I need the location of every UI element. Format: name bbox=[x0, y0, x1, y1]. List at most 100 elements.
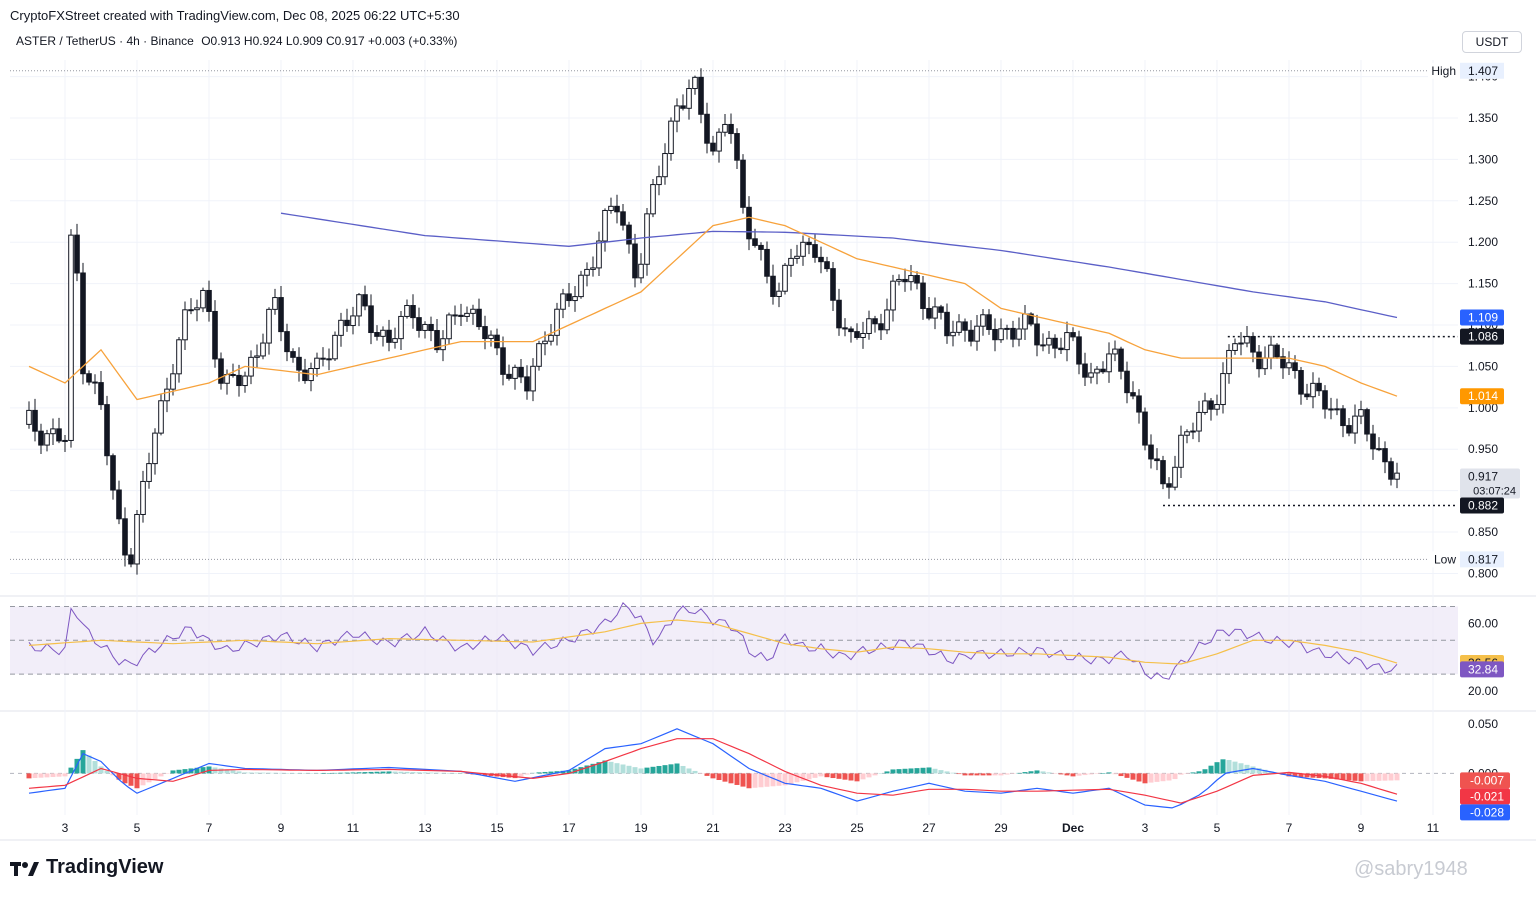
x-tick-label: 13 bbox=[418, 821, 432, 835]
candle-body bbox=[962, 321, 968, 331]
candle-body bbox=[1244, 336, 1250, 344]
macd-histogram-bar bbox=[1184, 773, 1190, 774]
candle-body bbox=[1142, 411, 1148, 446]
macd-histogram-bar bbox=[1124, 773, 1130, 778]
macd-histogram-bar bbox=[1028, 771, 1034, 774]
candle-body bbox=[356, 294, 362, 317]
candle-body bbox=[920, 282, 926, 309]
macd-histogram-bar bbox=[680, 765, 686, 774]
macd-histogram-bar bbox=[1376, 773, 1382, 781]
candle-body bbox=[134, 513, 140, 565]
candle-body bbox=[98, 382, 104, 406]
candle-body bbox=[392, 338, 398, 343]
candle-body bbox=[254, 355, 260, 358]
candle-body bbox=[758, 244, 764, 250]
candle-body bbox=[434, 330, 440, 351]
candle-body bbox=[1124, 370, 1130, 394]
candle-body bbox=[1298, 370, 1304, 395]
macd-histogram-bar bbox=[860, 773, 866, 780]
macd-histogram-bar bbox=[1112, 773, 1118, 775]
macd-histogram-bar bbox=[620, 764, 626, 774]
x-tick-label: 29 bbox=[994, 821, 1008, 835]
candle-body bbox=[440, 338, 446, 351]
candle-body bbox=[542, 340, 548, 345]
candle-body bbox=[1004, 327, 1010, 330]
candle-body bbox=[1280, 356, 1286, 369]
candle-body bbox=[578, 274, 584, 298]
macd-histogram-bar bbox=[668, 764, 674, 774]
macd-histogram-bar bbox=[1328, 773, 1334, 779]
candle-body bbox=[182, 309, 188, 341]
macd-histogram-bar bbox=[1118, 773, 1124, 777]
currency-button[interactable]: USDT bbox=[1462, 31, 1522, 53]
macd-histogram-bar bbox=[614, 763, 620, 774]
price-tick-label: 1.250 bbox=[1468, 194, 1498, 208]
ohlc-values: O0.913 H0.924 L0.909 C0.917 +0.003 (+0.3… bbox=[201, 34, 458, 48]
candle-body bbox=[1154, 458, 1160, 462]
candle-body bbox=[1130, 392, 1136, 397]
candle-body bbox=[128, 554, 134, 565]
macd-histogram-bar bbox=[338, 772, 344, 774]
macd-histogram-bar bbox=[836, 773, 842, 779]
candle-body bbox=[968, 329, 974, 342]
macd-histogram-bar bbox=[1142, 773, 1148, 784]
macd-histogram-bar bbox=[26, 773, 32, 779]
x-tick-label: 11 bbox=[1427, 821, 1440, 835]
macd-histogram-bar bbox=[1382, 773, 1388, 781]
macd-histogram-bar bbox=[200, 767, 206, 774]
candle-body bbox=[836, 299, 842, 329]
macd-histogram-bar bbox=[1148, 773, 1154, 783]
candle-body bbox=[926, 307, 932, 319]
macd-histogram-bar bbox=[578, 767, 584, 774]
candle-body bbox=[1178, 434, 1184, 468]
macd-histogram-bar bbox=[530, 772, 536, 774]
macd-histogram-bar bbox=[128, 773, 134, 786]
macd-histogram-bar bbox=[368, 771, 374, 774]
macd-histogram-bar bbox=[482, 773, 488, 776]
candle-body bbox=[446, 314, 452, 340]
macd-histogram-bar bbox=[710, 773, 716, 779]
x-tick-label: 11 bbox=[347, 821, 360, 835]
candle-body bbox=[764, 248, 770, 277]
symbol-name[interactable]: ASTER / TetherUS · 4h · Binance bbox=[16, 34, 194, 48]
macd-histogram-bar bbox=[638, 768, 644, 774]
macd-histogram-bar bbox=[50, 773, 56, 778]
tradingview-logo[interactable]: TradingView bbox=[10, 856, 163, 879]
candle-body bbox=[62, 439, 68, 442]
macd-label: -0.007 bbox=[1470, 773, 1504, 787]
time-axis: 3 5 7 9 11 13 15 17 19 21 23 25 27 29 Dec 3 5 7 9 11 bbox=[62, 821, 1440, 835]
macd-histogram-bar bbox=[824, 773, 830, 778]
candle-body bbox=[1046, 337, 1052, 346]
candle-body bbox=[386, 329, 392, 343]
candle-body bbox=[1256, 351, 1262, 370]
macd-histogram-bar bbox=[98, 766, 104, 774]
price-label-box bbox=[1460, 497, 1504, 514]
candle-body bbox=[596, 240, 602, 269]
candle-body bbox=[1088, 372, 1094, 378]
candle-body bbox=[1334, 408, 1340, 411]
candle-body bbox=[1364, 409, 1370, 435]
candle-body bbox=[1172, 466, 1178, 488]
watermark-text: @sabry1948 bbox=[1354, 858, 1468, 880]
macd-histogram-bar bbox=[818, 773, 824, 777]
macd-histogram-bar bbox=[254, 772, 260, 774]
macd-histogram-bar bbox=[104, 770, 110, 774]
macd-histogram-bar bbox=[56, 773, 62, 777]
rsi-ma-line bbox=[28, 619, 1398, 665]
candle-body bbox=[872, 318, 878, 325]
candle-body bbox=[1370, 433, 1376, 450]
macd-histogram-bar bbox=[146, 773, 152, 783]
macd-histogram-bar bbox=[170, 770, 176, 774]
x-tick-label: 3 bbox=[62, 821, 69, 835]
candle-body bbox=[746, 206, 752, 240]
rsi-tick-label: 20.00 bbox=[1468, 684, 1498, 698]
x-tick-label: 3 bbox=[1142, 821, 1149, 835]
candle-body bbox=[374, 332, 380, 337]
candle-body bbox=[188, 309, 194, 312]
macd-histogram-bar bbox=[536, 772, 542, 774]
macd-histogram-bar bbox=[962, 773, 968, 776]
macd-histogram-bar bbox=[524, 773, 530, 775]
candle-body bbox=[740, 159, 746, 208]
candle-body bbox=[404, 305, 410, 317]
